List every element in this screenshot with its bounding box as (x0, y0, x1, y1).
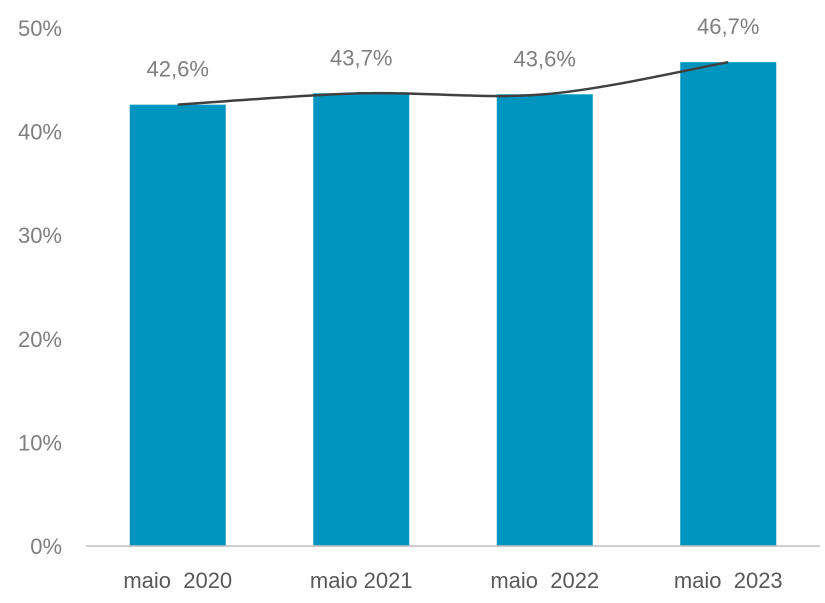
y-tick-label: 0% (30, 534, 62, 559)
y-axis-labels: 0% 10% 20% 30% 40% 50% (18, 16, 62, 559)
trend-line (177, 60, 729, 106)
data-label: 46,7% (697, 14, 759, 39)
y-tick-label: 50% (18, 16, 62, 41)
data-label: 42,6% (147, 57, 209, 82)
bar (680, 62, 777, 547)
data-labels: 42,6% 43,7% 43,6% 46,7% (147, 14, 760, 81)
x-tick-label: maio 2020 (123, 568, 232, 593)
x-tick-label: maio 2021 (310, 568, 413, 593)
bars (129, 62, 777, 547)
bar (496, 94, 593, 546)
y-tick-label: 20% (18, 327, 62, 352)
y-tick-label: 40% (18, 120, 62, 145)
bar (313, 93, 410, 546)
y-tick-label: 10% (18, 430, 62, 455)
x-tick-label: maio 2023 (674, 568, 783, 593)
x-axis-labels: maio 2020 maio 2021 maio 2022 maio 2023 (123, 568, 782, 593)
data-label: 43,6% (514, 46, 576, 71)
bar (129, 104, 226, 546)
y-tick-label: 30% (18, 223, 62, 248)
x-tick-label: maio 2022 (490, 568, 599, 593)
data-label: 43,7% (330, 45, 392, 70)
